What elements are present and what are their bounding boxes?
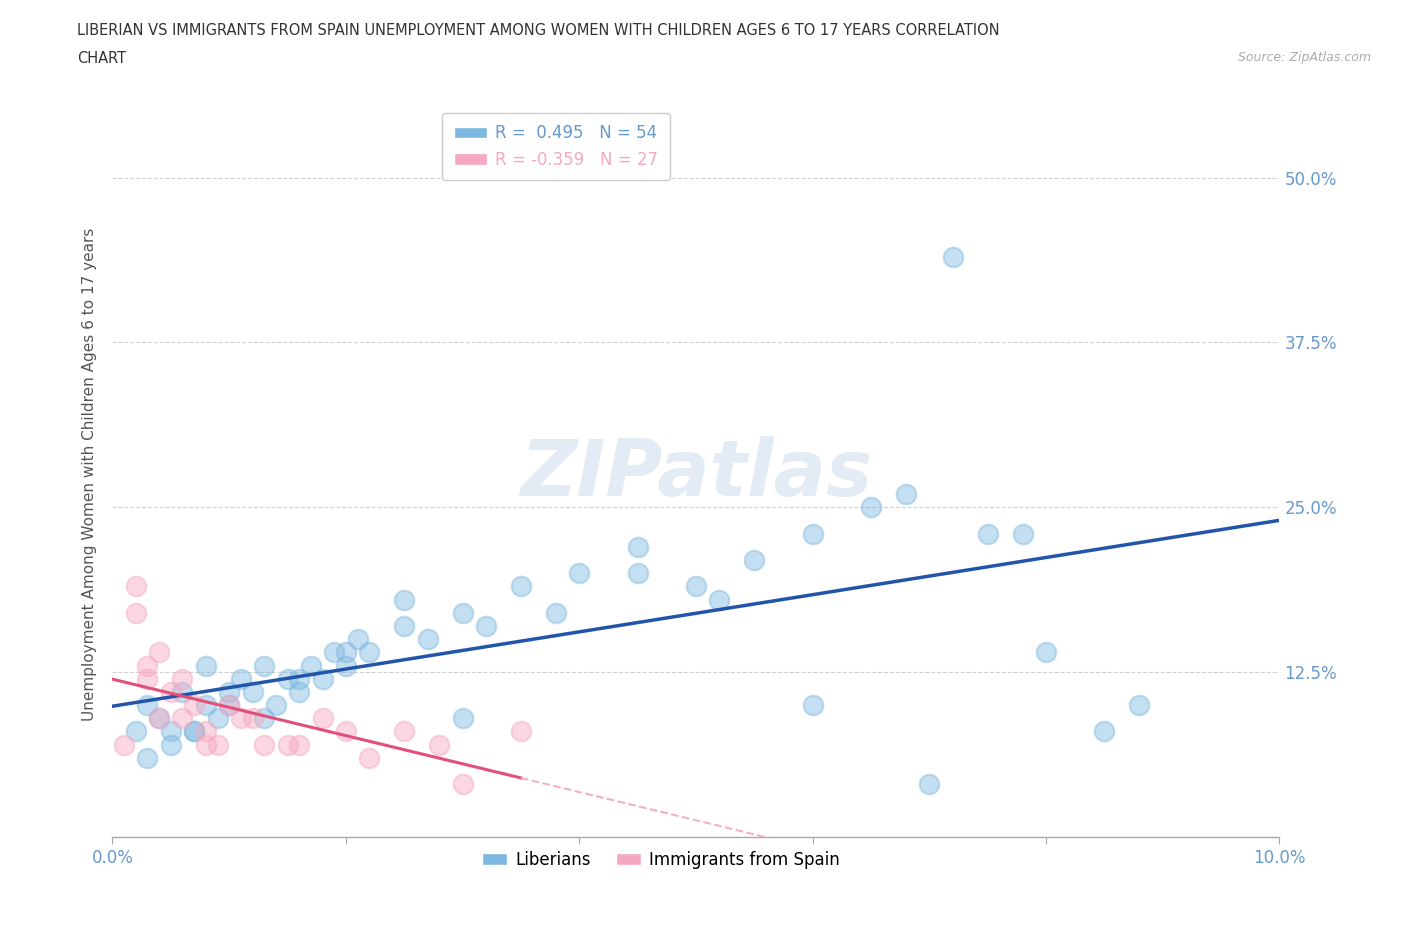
Point — [160, 724, 183, 739]
Point — [183, 698, 205, 712]
Legend: Liberians, Immigrants from Spain: Liberians, Immigrants from Spain — [475, 844, 846, 876]
Text: CHART: CHART — [77, 51, 127, 66]
Point — [288, 671, 311, 686]
Point — [918, 777, 941, 791]
Point — [1128, 698, 1150, 712]
Point — [976, 526, 998, 541]
Point — [194, 724, 217, 739]
Point — [475, 618, 498, 633]
Point — [183, 724, 205, 739]
Point — [218, 698, 240, 712]
Point — [125, 605, 148, 620]
Point — [346, 631, 368, 646]
Point — [172, 711, 194, 725]
Point — [253, 711, 276, 725]
Point — [416, 631, 439, 646]
Point — [148, 711, 170, 725]
Point — [136, 671, 159, 686]
Point — [136, 698, 159, 712]
Point — [509, 724, 531, 739]
Point — [194, 698, 217, 712]
Point — [242, 684, 264, 699]
Point — [136, 751, 159, 765]
Point — [394, 618, 416, 633]
Point — [311, 711, 333, 725]
Text: ZIPatlas: ZIPatlas — [520, 436, 872, 512]
Point — [359, 751, 381, 765]
Point — [229, 711, 252, 725]
Point — [207, 737, 229, 752]
Point — [125, 579, 148, 594]
Point — [253, 658, 276, 673]
Point — [1035, 644, 1057, 659]
Point — [194, 658, 217, 673]
Point — [160, 737, 183, 752]
Point — [335, 658, 357, 673]
Point — [148, 711, 170, 725]
Point — [148, 644, 170, 659]
Point — [323, 644, 346, 659]
Point — [742, 552, 765, 567]
Point — [451, 777, 474, 791]
Point — [125, 724, 148, 739]
Point — [801, 526, 824, 541]
Point — [276, 671, 298, 686]
Point — [276, 737, 298, 752]
Text: Source: ZipAtlas.com: Source: ZipAtlas.com — [1237, 51, 1371, 64]
Point — [627, 565, 650, 580]
Point — [253, 737, 276, 752]
Point — [136, 658, 159, 673]
Point — [394, 724, 416, 739]
Point — [627, 539, 650, 554]
Point — [311, 671, 333, 686]
Point — [359, 644, 381, 659]
Point — [288, 737, 311, 752]
Point — [288, 684, 311, 699]
Y-axis label: Unemployment Among Women with Children Ages 6 to 17 years: Unemployment Among Women with Children A… — [82, 228, 97, 721]
Point — [1011, 526, 1033, 541]
Point — [112, 737, 135, 752]
Point — [218, 698, 240, 712]
Point — [172, 671, 194, 686]
Point — [183, 724, 205, 739]
Point — [568, 565, 591, 580]
Point — [335, 724, 357, 739]
Point — [229, 671, 252, 686]
Point — [1094, 724, 1116, 739]
Point — [172, 684, 194, 699]
Point — [451, 711, 474, 725]
Point — [335, 644, 357, 659]
Point — [942, 249, 965, 264]
Point — [451, 605, 474, 620]
Point — [299, 658, 322, 673]
Point — [394, 592, 416, 607]
Point — [207, 711, 229, 725]
Text: LIBERIAN VS IMMIGRANTS FROM SPAIN UNEMPLOYMENT AMONG WOMEN WITH CHILDREN AGES 6 : LIBERIAN VS IMMIGRANTS FROM SPAIN UNEMPL… — [77, 23, 1000, 38]
Point — [709, 592, 731, 607]
Point — [544, 605, 567, 620]
Point — [264, 698, 287, 712]
Point — [242, 711, 264, 725]
Point — [218, 684, 240, 699]
Point — [509, 579, 531, 594]
Point — [427, 737, 450, 752]
Point — [894, 486, 917, 501]
Point — [860, 499, 883, 514]
Point — [194, 737, 217, 752]
Point — [160, 684, 183, 699]
Point — [801, 698, 824, 712]
Point — [685, 579, 707, 594]
